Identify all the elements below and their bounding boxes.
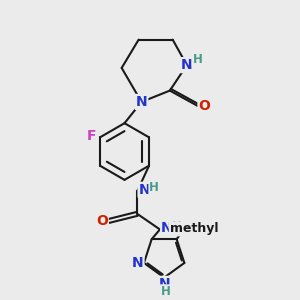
Text: N: N <box>132 256 143 270</box>
Text: N: N <box>158 277 170 291</box>
Text: N: N <box>181 58 193 72</box>
Text: H: H <box>172 220 182 233</box>
Text: F: F <box>87 129 96 143</box>
Text: methyl: methyl <box>170 222 218 235</box>
Text: N: N <box>161 221 173 235</box>
Text: O: O <box>199 99 210 113</box>
Text: H: H <box>160 285 170 298</box>
Text: N: N <box>139 183 150 197</box>
Text: H: H <box>193 53 202 66</box>
Text: H: H <box>149 181 159 194</box>
Text: N: N <box>136 95 147 109</box>
Text: O: O <box>96 214 108 228</box>
